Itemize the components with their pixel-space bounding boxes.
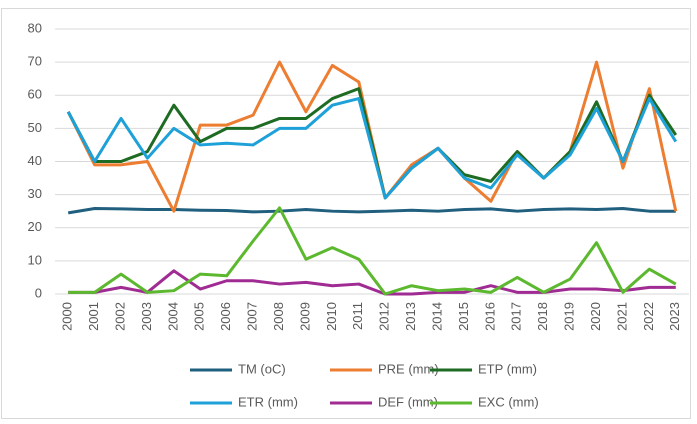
legend-label: EXC (mm) bbox=[478, 394, 539, 409]
series-line bbox=[66, 97, 678, 200]
x-tick-label: 2008 bbox=[271, 302, 286, 331]
x-tick-label: 2018 bbox=[535, 302, 550, 331]
y-tick-label: 60 bbox=[28, 87, 42, 102]
x-tick-label: 2014 bbox=[429, 302, 444, 331]
series-line bbox=[68, 206, 677, 296]
legend-label: ETP (mm) bbox=[478, 361, 537, 376]
x-tick-label: 2011 bbox=[350, 302, 365, 330]
x-tick-label: 2016 bbox=[482, 302, 497, 331]
x-tick-label: 2022 bbox=[641, 302, 656, 331]
x-tick-label: 2001 bbox=[86, 302, 101, 331]
y-tick-label: 50 bbox=[28, 120, 42, 135]
x-tick-label: 2012 bbox=[377, 302, 392, 331]
x-tick-label: 2015 bbox=[456, 302, 471, 331]
legend-label: TM (oC) bbox=[238, 361, 286, 376]
y-tick-label: 70 bbox=[28, 54, 42, 69]
chart-frame bbox=[1, 8, 691, 419]
series-line bbox=[68, 269, 676, 296]
x-tick-label: 2007 bbox=[245, 302, 260, 331]
x-tick-label: 2023 bbox=[667, 302, 682, 331]
legend-label: ETR (mm) bbox=[238, 394, 298, 409]
x-tick-label: 2004 bbox=[165, 302, 180, 331]
x-tick-label: 2000 bbox=[60, 302, 75, 331]
x-tick-label: 2002 bbox=[112, 302, 127, 331]
x-tick-label: 2005 bbox=[192, 302, 207, 331]
x-tick-label: 2010 bbox=[324, 302, 339, 331]
legend-label: DEF (mm) bbox=[378, 394, 438, 409]
x-tick-label: 2020 bbox=[588, 302, 603, 331]
x-tick-label: 2013 bbox=[403, 302, 418, 331]
y-tick-label: 40 bbox=[28, 153, 42, 168]
x-tick-label: 2021 bbox=[614, 302, 629, 331]
x-tick-label: 2009 bbox=[297, 302, 312, 331]
y-tick-label: 10 bbox=[28, 252, 42, 267]
y-tick-label: 20 bbox=[28, 219, 42, 234]
x-tick-label: 2019 bbox=[562, 302, 577, 331]
y-tick-label: 80 bbox=[28, 20, 42, 35]
legend-label: PRE (mm) bbox=[378, 361, 439, 376]
x-tick-label: 2006 bbox=[218, 302, 233, 331]
series-line bbox=[67, 207, 676, 215]
x-tick-label: 2003 bbox=[139, 302, 154, 331]
y-tick-label: 30 bbox=[28, 186, 42, 201]
x-tick-label: 2017 bbox=[509, 302, 524, 331]
y-tick-label: 0 bbox=[35, 285, 42, 300]
